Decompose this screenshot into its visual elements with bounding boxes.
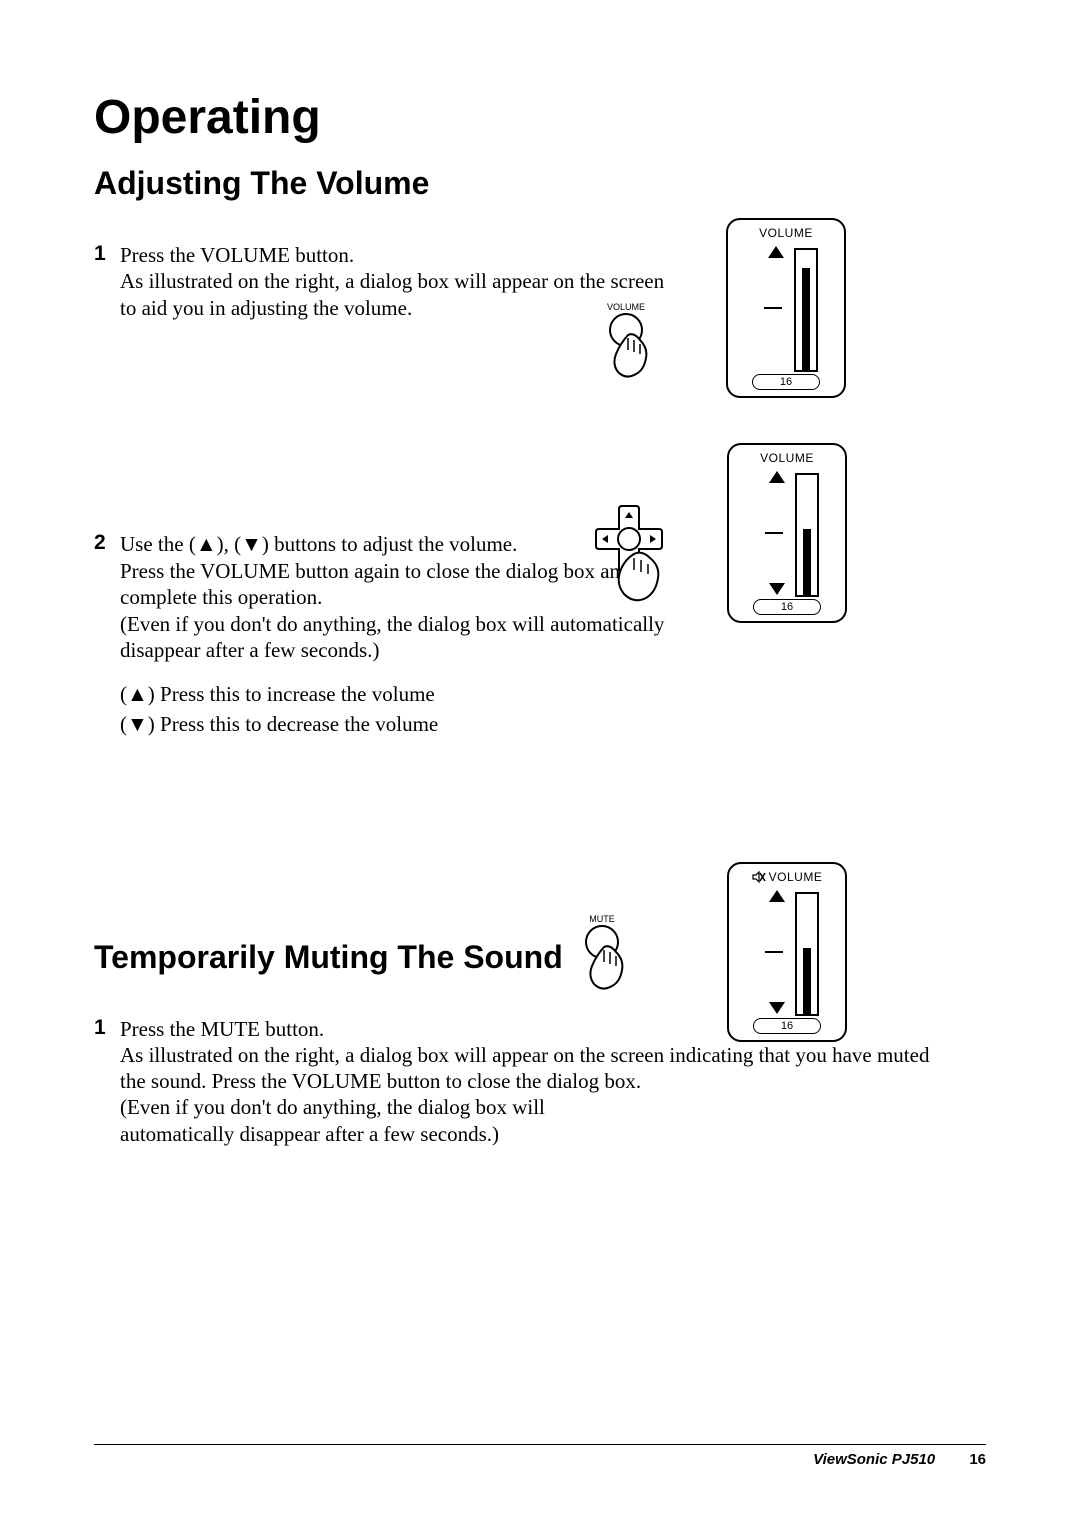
mute-button-diagram: MUTE — [574, 912, 644, 997]
triangle-down-icon — [769, 1002, 785, 1014]
step-number: 1 — [94, 242, 120, 321]
volume-tick-icon — [765, 951, 783, 953]
triangle-down-icon — [769, 583, 785, 595]
volume-osd-label: VOLUME — [728, 226, 844, 240]
section-heading-volume: Adjusting The Volume — [94, 165, 986, 202]
volume-osd-label: VOLUME — [769, 870, 823, 884]
triangle-down-icon: ▼ — [127, 713, 148, 736]
volume-bar-fill — [803, 529, 811, 595]
page-title: Operating — [94, 90, 986, 145]
volume-osd-diagram-mute: VOLUME 16 — [727, 862, 847, 1042]
triangle-up-icon: ▲ — [127, 683, 148, 706]
volume-value: 16 — [752, 374, 820, 390]
decrease-volume-instruction: (▼) Press this to decrease the volume — [120, 711, 680, 738]
volume-bar-fill — [803, 948, 811, 1014]
triangle-up-icon — [768, 246, 784, 258]
triangle-up-icon — [769, 890, 785, 902]
footer-page-number: 16 — [969, 1451, 986, 1468]
page-footer: ViewSonic PJ510 16 — [94, 1444, 986, 1468]
volume-bar — [795, 892, 819, 1016]
volume-bar — [794, 248, 818, 372]
mute-step-line-2: As illustrated on the right, a dialog bo… — [120, 1042, 940, 1095]
step-2-volume: 2 Use the (▲), (▼) buttons to adjust the… — [94, 531, 986, 739]
volume-tick-icon — [764, 307, 782, 309]
step-1-mute: 1 Press the MUTE button. As illustrated … — [94, 1016, 986, 1147]
step-1-volume: 1 Press the VOLUME button. As illustrate… — [94, 242, 986, 321]
step-number: 2 — [94, 531, 120, 739]
volume-osd-diagram-2: VOLUME 16 — [727, 443, 847, 623]
mute-step-line-3: (Even if you don't do anything, the dial… — [120, 1094, 640, 1147]
volume-bar-fill — [802, 268, 810, 370]
step-number: 1 — [94, 1016, 120, 1147]
step-1-line-2: As illustrated on the right, a dialog bo… — [120, 268, 680, 321]
increase-volume-instruction: (▲) Press this to increase the volume — [120, 681, 680, 708]
dpad-diagram — [584, 504, 684, 619]
volume-value: 16 — [753, 1018, 821, 1034]
volume-bar — [795, 473, 819, 597]
volume-button-diagram: VOLUME — [598, 300, 668, 385]
footer-product: ViewSonic PJ510 — [813, 1451, 935, 1468]
triangle-up-icon: ▲ — [196, 533, 217, 556]
volume-osd-diagram-1: VOLUME 16 — [726, 218, 846, 398]
volume-osd-label: VOLUME — [729, 451, 845, 465]
triangle-down-icon: ▼ — [241, 533, 262, 556]
volume-tick-icon — [765, 532, 783, 534]
step-1-line-1: Press the VOLUME button. — [120, 242, 680, 268]
section-heading-mute: Temporarily Muting The Sound — [94, 939, 986, 976]
volume-button-label: VOLUME — [607, 302, 645, 312]
mute-icon — [752, 871, 766, 883]
volume-value: 16 — [753, 599, 821, 615]
footer-divider — [94, 1444, 986, 1445]
mute-button-label: MUTE — [589, 914, 615, 924]
triangle-up-icon — [769, 471, 785, 483]
